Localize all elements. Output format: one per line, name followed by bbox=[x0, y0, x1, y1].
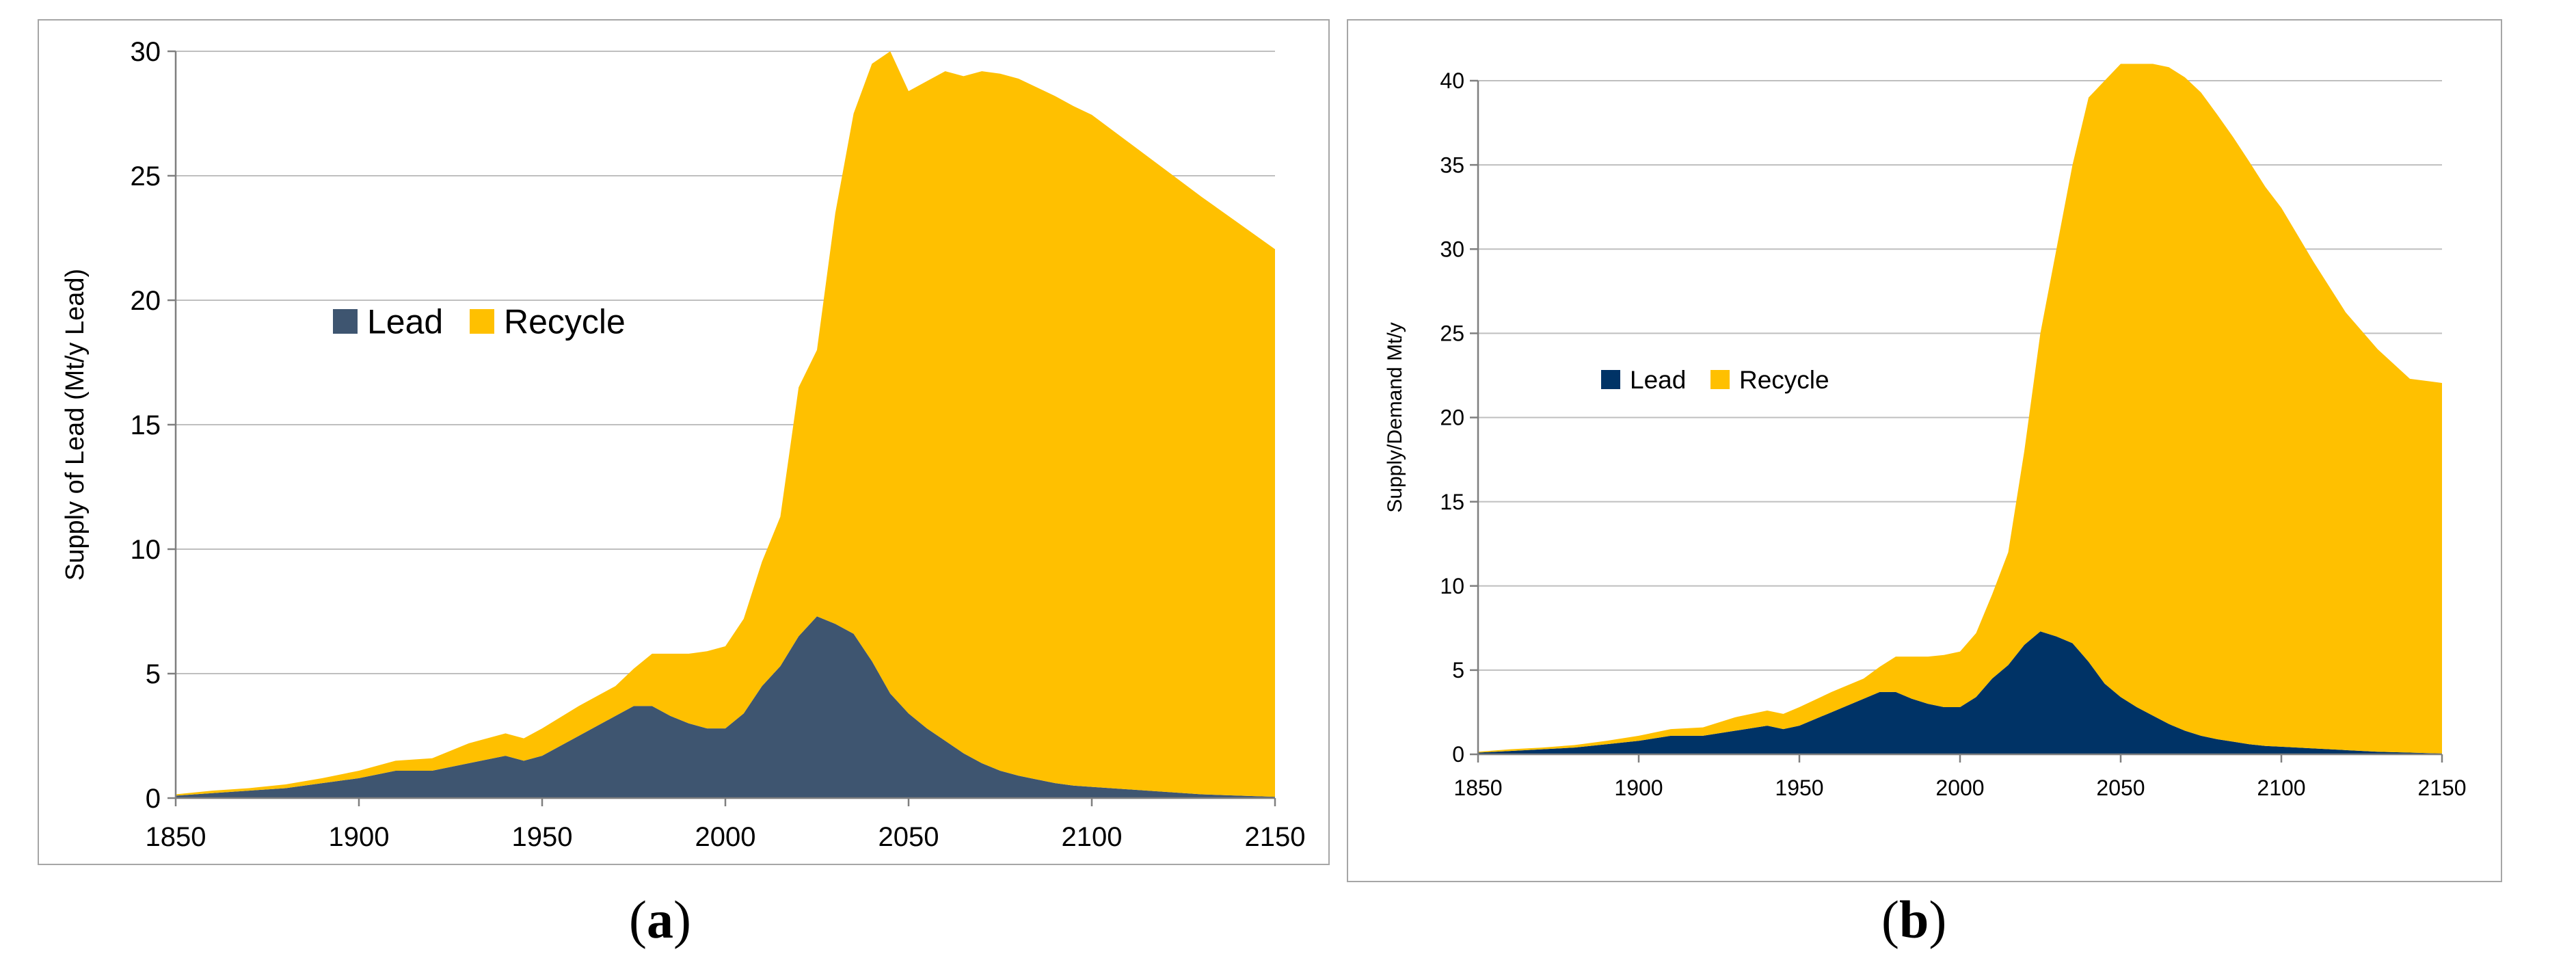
legend-swatch-recycle bbox=[470, 309, 494, 334]
y-axis-title: Supply of Lead (Mt/y Lead) bbox=[61, 269, 90, 581]
y-tick-label-0: 0 bbox=[1452, 742, 1464, 767]
chart-panel-b: 1850 1900 1950 2000 2050 2100 2150 0 5 10 15 20 25 30… bbox=[1347, 19, 2502, 882]
legend-swatch-recycle bbox=[1710, 370, 1730, 389]
caption-a-letter: a bbox=[646, 890, 673, 949]
y-tick-label-25: 25 bbox=[131, 161, 161, 191]
x-tick-label-1950: 1950 bbox=[1775, 776, 1823, 800]
y-tick-label-25: 25 bbox=[1440, 321, 1464, 346]
legend-swatch-lead bbox=[333, 309, 358, 334]
y-tick-label-10: 10 bbox=[1440, 574, 1464, 598]
x-tick-label-1850: 1850 bbox=[146, 822, 206, 852]
y-tick-label-5: 5 bbox=[146, 659, 161, 689]
x-tick-label-2000: 2000 bbox=[1935, 776, 1984, 800]
y-tick-label-10: 10 bbox=[131, 535, 161, 565]
area-lead bbox=[176, 616, 1275, 798]
x-tick-label-2000: 2000 bbox=[695, 822, 756, 852]
y-tick-label-20: 20 bbox=[131, 286, 161, 316]
chart-b-svg: 1850 1900 1950 2000 2050 2100 2150 0 5 10 15 20 25 30… bbox=[1384, 64, 2467, 800]
y-tick-label-0: 0 bbox=[146, 784, 161, 814]
x-tick-label-1950: 1950 bbox=[512, 822, 573, 852]
area-lead bbox=[1478, 631, 2442, 754]
y-tick-label-35: 35 bbox=[1440, 153, 1464, 177]
legend-label-recycle: Recycle bbox=[504, 303, 626, 341]
chart-panel-a: 1850 1900 1950 2000 2050 2100 2150 0 5 10 15 20 25 30… bbox=[38, 19, 1330, 865]
area-recycle bbox=[176, 51, 1275, 797]
y-axis-title: Supply/Demand Mt/y bbox=[1384, 322, 1406, 512]
legend-label-recycle: Recycle bbox=[1739, 366, 1829, 394]
y-tick-label-20: 20 bbox=[1440, 406, 1464, 430]
x-tick-label-1900: 1900 bbox=[329, 822, 390, 852]
y-tick-label-15: 15 bbox=[131, 410, 161, 440]
y-tick-label-30: 30 bbox=[1440, 237, 1464, 261]
x-tick-label-2050: 2050 bbox=[878, 822, 939, 852]
x-tick-label-2150: 2150 bbox=[2417, 776, 2466, 800]
caption-b: (b) bbox=[1881, 890, 1947, 949]
legend-swatch-lead bbox=[1601, 370, 1620, 389]
caption-b-letter: b bbox=[1899, 890, 1929, 949]
chart-a-svg: 1850 1900 1950 2000 2050 2100 2150 0 5 10 15 20 25 30… bbox=[61, 37, 1306, 852]
x-tick-label-1900: 1900 bbox=[1614, 776, 1663, 800]
x-tick-label-1850: 1850 bbox=[1453, 776, 1502, 800]
y-tick-label-40: 40 bbox=[1440, 68, 1464, 93]
x-tick-label-2150: 2150 bbox=[1245, 822, 1306, 852]
area-recycle bbox=[1478, 64, 2442, 754]
caption-a: (a) bbox=[629, 890, 691, 949]
y-tick-label-5: 5 bbox=[1452, 658, 1464, 683]
legend-label-lead: Lead bbox=[1630, 366, 1686, 394]
x-tick-label-2100: 2100 bbox=[2257, 776, 2305, 800]
x-tick-label-2050: 2050 bbox=[2096, 776, 2145, 800]
y-tick-label-15: 15 bbox=[1440, 490, 1464, 514]
x-tick-label-2100: 2100 bbox=[1062, 822, 1123, 852]
legend-label-lead: Lead bbox=[367, 303, 443, 341]
y-tick-label-30: 30 bbox=[131, 37, 161, 67]
